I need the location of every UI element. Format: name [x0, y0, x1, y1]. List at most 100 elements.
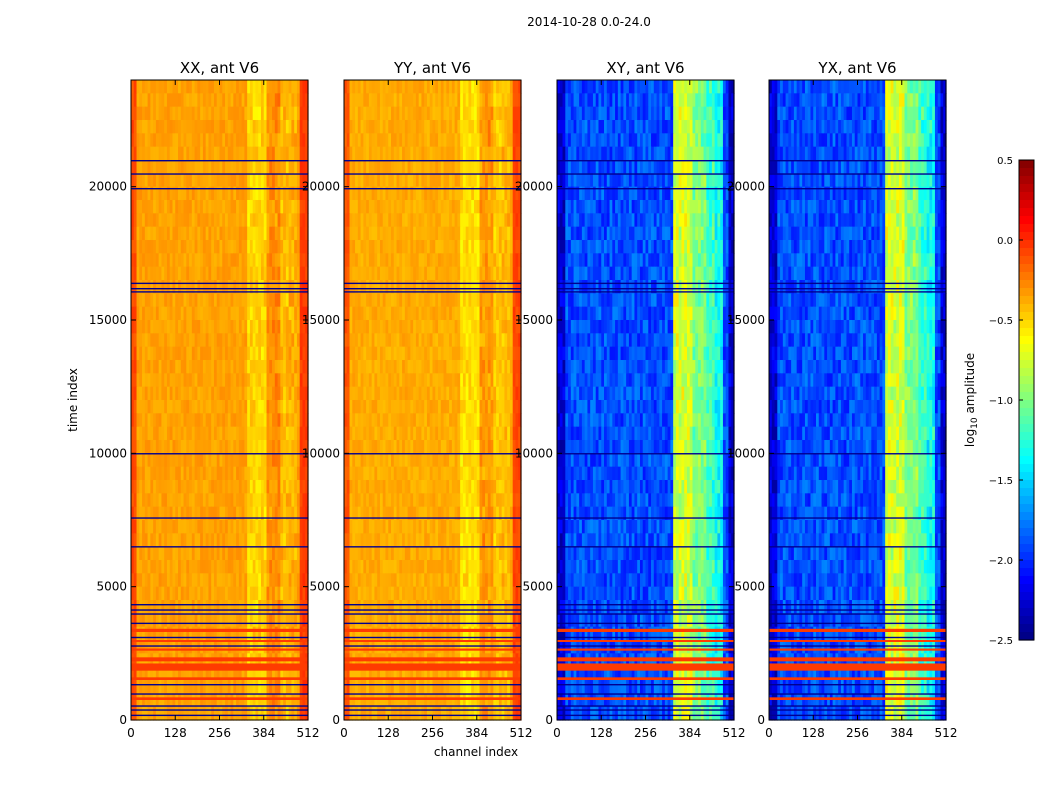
heatmap-cell	[285, 346, 290, 361]
heatmap-cell	[219, 120, 223, 134]
heatmap-cell	[194, 506, 198, 521]
heatmap-cell	[399, 360, 403, 374]
heatmap-cell	[260, 133, 265, 148]
heatmap-cell	[496, 453, 500, 468]
heatmap-cell	[233, 293, 237, 308]
heatmap-cell	[410, 280, 414, 294]
heatmap-cell	[471, 413, 475, 428]
heatmap-cell	[366, 120, 370, 134]
heatmap-cell	[263, 280, 268, 294]
heatmap-cell	[399, 306, 403, 321]
heatmap-cell	[498, 373, 503, 388]
heatmap-cell	[440, 320, 445, 334]
heatmap-cell	[413, 280, 417, 294]
heatmap-cell	[252, 453, 257, 468]
heatmap-cell	[498, 93, 503, 108]
heatmap-cell	[213, 400, 218, 414]
heatmap-cell	[258, 346, 262, 361]
heatmap-cell	[213, 586, 218, 601]
heatmap-cell	[305, 173, 309, 188]
heatmap-cell	[435, 213, 439, 228]
heatmap-cell	[263, 213, 268, 228]
heatmap-cell	[283, 173, 287, 188]
heatmap-cell	[272, 693, 276, 708]
heatmap-cell	[504, 306, 508, 321]
heatmap-cell	[302, 160, 306, 174]
heatmap-cell	[352, 306, 356, 321]
heatmap-cell	[352, 280, 356, 294]
heatmap-cell	[476, 453, 481, 468]
heatmap-cell	[296, 386, 301, 401]
heatmap-cell	[482, 346, 486, 361]
heatmap-cell	[374, 80, 378, 94]
heatmap-cell	[180, 333, 185, 348]
heatmap-cell	[283, 693, 287, 708]
heatmap-cell	[155, 600, 160, 614]
heatmap-cell	[241, 706, 245, 721]
heatmap-cell	[396, 146, 400, 161]
heatmap-cell	[515, 106, 519, 121]
heatmap-cell	[360, 466, 364, 481]
heatmap-cell	[178, 546, 182, 561]
heatmap-cell	[249, 640, 254, 654]
heatmap-cell	[446, 226, 450, 241]
heatmap-cell	[144, 160, 149, 174]
heatmap-cell	[468, 146, 472, 161]
heatmap-cell	[136, 680, 140, 694]
heatmap-cell	[346, 120, 351, 134]
heatmap-cell	[139, 400, 143, 414]
heatmap-cell	[260, 386, 265, 401]
heatmap-cell	[136, 520, 140, 534]
heatmap-cell	[208, 626, 212, 641]
heatmap-cell	[269, 413, 273, 428]
heatmap-cell	[421, 346, 425, 361]
heatmap-cell	[247, 360, 251, 374]
heatmap-cell	[269, 706, 273, 721]
heatmap-cell	[205, 160, 210, 174]
heatmap-cell	[360, 453, 364, 468]
heatmap-cell	[144, 520, 149, 534]
heatmap-cell	[305, 466, 309, 481]
heatmap-cell	[344, 280, 348, 294]
heatmap-cell	[498, 280, 503, 294]
heatmap-cell	[302, 520, 306, 534]
heatmap-cell	[255, 120, 259, 134]
heatmap-cell	[296, 146, 301, 161]
heatmap-cell	[399, 400, 403, 414]
heatmap-cell	[518, 186, 522, 201]
heatmap-cell	[164, 600, 168, 614]
heatmap-cell	[263, 693, 268, 708]
heatmap-cell	[189, 520, 193, 534]
heatmap-cell	[263, 413, 268, 428]
heatmap-cell	[429, 213, 434, 228]
heatmap-cell	[280, 160, 284, 174]
heatmap-cell	[498, 146, 503, 161]
heatmap-cell	[302, 253, 306, 268]
heatmap-cell	[473, 106, 478, 121]
heatmap-cell	[280, 360, 284, 374]
heatmap-cell	[183, 133, 187, 148]
heatmap-cell	[291, 466, 295, 481]
heatmap-cell	[169, 266, 174, 281]
heatmap-cell	[211, 160, 215, 174]
heatmap-cell	[153, 213, 157, 228]
heatmap-cell	[230, 586, 234, 601]
heatmap-cell	[393, 106, 398, 121]
heatmap-cell	[244, 693, 248, 708]
heatmap-cell	[424, 146, 428, 161]
heatmap-cell	[197, 213, 201, 228]
heatmap-cell	[147, 640, 151, 654]
heatmap-cell	[302, 173, 306, 188]
heatmap-cell	[144, 600, 149, 614]
heatmap-cell	[415, 120, 420, 134]
heatmap-cell	[169, 546, 174, 561]
heatmap-cell	[479, 346, 483, 361]
heatmap-cell	[230, 173, 234, 188]
heatmap-cell	[424, 320, 428, 334]
heatmap-cell	[493, 80, 497, 94]
heatmap-cell	[205, 386, 210, 401]
heatmap-cell	[280, 293, 284, 308]
heatmap-cell	[205, 333, 210, 348]
heatmap-cell	[244, 333, 248, 348]
heatmap-cell	[451, 373, 456, 388]
